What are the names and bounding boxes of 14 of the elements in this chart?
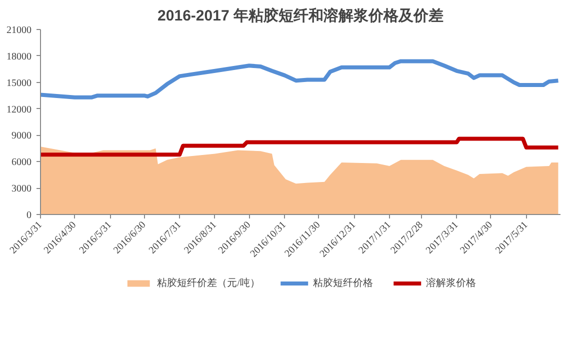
- legend-label: 溶解浆价格: [426, 276, 476, 290]
- y-tick-label: 12000: [6, 104, 32, 116]
- y-tick-label: 21000: [6, 25, 32, 36]
- y-tick-label: 9000: [12, 130, 32, 142]
- chart-title: 2016-2017 年粘胶短纤和溶解浆价格及价差: [158, 6, 444, 24]
- line-series: [40, 59, 560, 100]
- y-tick-label: 3000: [12, 184, 32, 195]
- line-series: [40, 136, 560, 157]
- y-tick-label: 18000: [6, 51, 32, 62]
- y-tick-label: 0: [26, 210, 32, 221]
- legend-label: 粘胶短纤价差（元/吨）: [157, 276, 260, 290]
- y-tick-label: 6000: [12, 157, 32, 168]
- legend-label: 粘胶短纤价格: [312, 276, 373, 290]
- y-tick-label: 15000: [6, 78, 32, 89]
